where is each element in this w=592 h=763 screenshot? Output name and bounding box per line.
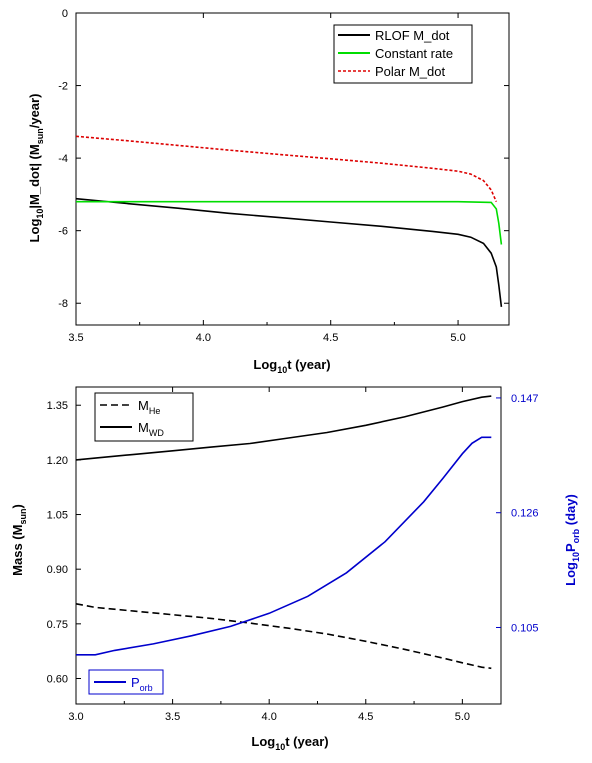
- y-tick-label: 0.60: [47, 673, 68, 685]
- bottom-legend-mass: MHe MWD: [94, 392, 194, 442]
- top-ticks: 3.5 4.0 4.5 5.0 0 -2 -4 -6 -8: [58, 8, 509, 344]
- legend-label-mwd: MWD: [138, 420, 164, 438]
- legend-label-polar: Polar M_dot: [375, 64, 445, 79]
- y-tick-label: -6: [58, 226, 68, 238]
- y2-tick-label: 0.105: [511, 622, 539, 634]
- bottom-plot-frame: [75, 386, 502, 705]
- x-tick-label: 3.5: [68, 332, 83, 344]
- y-tick-label: 1.35: [47, 400, 68, 412]
- series-line-1-2: [76, 436, 492, 656]
- bottom-series-lines: [75, 395, 492, 670]
- top-legend: RLOF M_dot Constant rate Polar M_dot: [333, 24, 473, 84]
- top-plot-frame: [75, 12, 510, 326]
- top-x-axis-title: Log10t (year): [253, 357, 330, 375]
- series-line-0-0: [75, 197, 503, 307]
- y-tick-label: 1.05: [47, 510, 68, 522]
- y-tick-label: 1.20: [47, 455, 68, 467]
- y-tick-label: 0: [62, 8, 68, 20]
- bottom-y2-axis-title: Log10Porb (day): [563, 494, 581, 586]
- y-tick-label: 0.90: [47, 564, 68, 576]
- legend-label-mhe: MHe: [138, 398, 160, 416]
- x-tick-label: 3.0: [68, 711, 83, 723]
- x-tick-label: 5.0: [450, 332, 465, 344]
- y-tick-label: -8: [58, 298, 68, 310]
- x-tick-label: 5.0: [455, 711, 470, 723]
- bottom-legend-mass-box: [94, 392, 194, 442]
- y-tick-label: 0.75: [47, 619, 68, 631]
- x-tick-label: 4.5: [323, 332, 338, 344]
- y2-tick-label: 0.147: [511, 393, 539, 405]
- x-tick-label: 3.5: [165, 711, 180, 723]
- bottom-x-axis-title: Log10t (year): [251, 734, 328, 752]
- legend-label-porb: Porb: [131, 675, 153, 693]
- x-tick-label: 4.0: [196, 332, 211, 344]
- top-series-lines: [75, 135, 503, 307]
- top-y-axis-title: Log10|M_dot| (Msun/year): [27, 94, 45, 243]
- series-line-0-1: [76, 200, 503, 245]
- bottom-y-axis-title: Mass (Msun): [10, 504, 28, 576]
- series-line-1-0: [75, 603, 492, 670]
- chart-top: 3.5 4.0 4.5 5.0 0 -2 -4 -6 -8 RLOF M_dot Constan…: [27, 8, 510, 375]
- bottom-ticks: 3.0 3.5 4.0 4.5 5.0 0.60 0.75 0.90 1.05 1.20 1.35 0…: [47, 387, 539, 723]
- chart-bottom: 3.0 3.5 4.0 4.5 5.0 0.60 0.75 0.90 1.05 1.20 1.35 0…: [10, 386, 581, 752]
- y-tick-label: -4: [58, 153, 68, 165]
- legend-label-constant: Constant rate: [375, 46, 453, 61]
- x-tick-label: 4.5: [358, 711, 373, 723]
- bottom-legend-porb: Porb: [88, 669, 164, 695]
- y2-tick-label: 0.126: [511, 508, 539, 520]
- x-tick-label: 4.0: [262, 711, 277, 723]
- legend-label-rlof: RLOF M_dot: [375, 28, 450, 43]
- series-line-0-2: [75, 135, 498, 203]
- y-tick-label: -2: [58, 81, 68, 93]
- series-line-1-1: [75, 395, 492, 461]
